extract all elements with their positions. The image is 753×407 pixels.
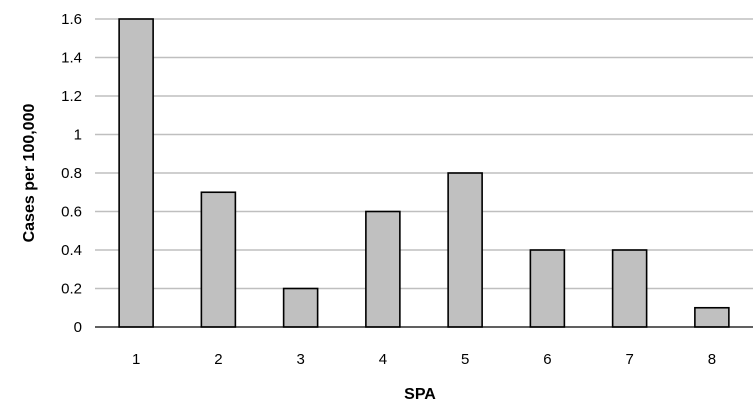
bar-spa-3	[282, 287, 319, 328]
x-tick-label: 2	[214, 351, 222, 368]
y-axis-ticks: 0 0.2 0.4 0.6 0.8 1 1.2 1.4 1.6	[61, 11, 82, 336]
y-tick-label: 1.2	[61, 88, 82, 105]
x-tick-label: 1	[132, 351, 140, 368]
x-tick-label: 5	[461, 351, 469, 368]
y-tick-label: 1.6	[61, 11, 82, 28]
gridlines	[95, 18, 753, 290]
x-tick-label: 8	[708, 351, 716, 368]
x-tick-label: 6	[543, 351, 551, 368]
y-tick-label: 0.2	[61, 281, 82, 298]
bar-spa-1	[118, 18, 154, 328]
bar-spa-2	[200, 191, 237, 328]
y-tick-label: 1.4	[61, 50, 82, 67]
y-tick-label: 0	[74, 319, 82, 336]
y-tick-label: 1	[74, 127, 82, 144]
x-tick-label: 4	[379, 351, 387, 368]
bars	[118, 18, 730, 328]
bar-spa-4	[365, 210, 401, 328]
x-axis-ticks: 1 2 3 4 5 6 7 8	[132, 351, 716, 368]
x-tick-label: 7	[625, 351, 633, 368]
y-tick-label: 0.8	[61, 165, 82, 182]
bar-spa-7	[611, 249, 648, 328]
x-tick-label: 3	[296, 351, 304, 368]
y-tick-label: 0.4	[61, 242, 82, 259]
bar-spa-5	[447, 172, 483, 328]
bar-spa-6	[529, 249, 566, 328]
y-tick-label: 0.6	[61, 204, 82, 221]
y-axis-title: Cases per 100,000	[21, 104, 38, 243]
bar-spa-8	[694, 306, 730, 328]
x-axis-title: SPA	[404, 386, 436, 403]
